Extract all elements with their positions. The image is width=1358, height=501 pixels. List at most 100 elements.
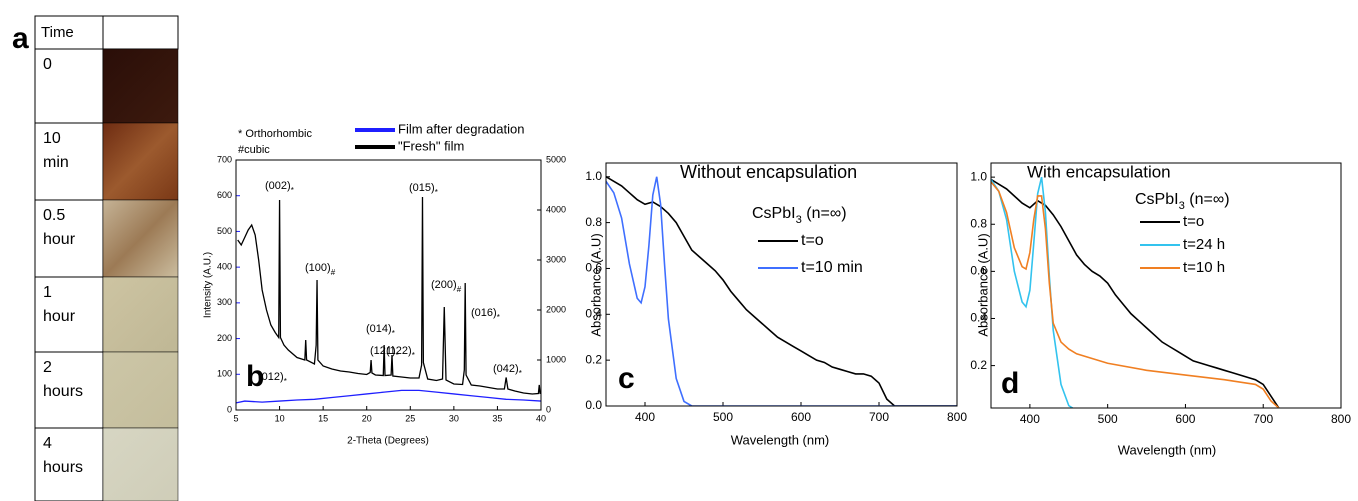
x-tick-label: 600 xyxy=(1175,412,1195,426)
peak-label: (122)* xyxy=(386,345,415,360)
peak-phase: * xyxy=(284,377,287,386)
time-label: 2 xyxy=(43,359,52,376)
y-tick-label: 0.6 xyxy=(970,264,987,278)
peak-index: (200) xyxy=(431,279,457,291)
y-tick-label: 600 xyxy=(217,190,232,200)
peak-phase: * xyxy=(291,186,294,195)
series-line xyxy=(991,176,1074,408)
x-tick-label: 20 xyxy=(362,413,372,423)
chart-title: With encapsulation xyxy=(1027,162,1171,181)
chart-subtitle: CsPbI3 (n=∞) xyxy=(752,205,847,226)
subtitle-text: CsPbI xyxy=(1135,191,1179,208)
x-tick-label: 5 xyxy=(233,413,238,423)
y-tick-label: 0.2 xyxy=(585,352,602,366)
peak-phase: * xyxy=(519,369,522,378)
x-tick-label: 400 xyxy=(1020,412,1040,426)
peak-label: (015)* xyxy=(409,182,438,197)
y-tick-label: 300 xyxy=(217,297,232,307)
x-tick-label: 700 xyxy=(869,410,889,424)
y-tick-label: 0.0 xyxy=(585,398,602,412)
sample-photo xyxy=(102,122,179,201)
x-tick-label: 10 xyxy=(275,413,285,423)
y-tick-label: 400 xyxy=(217,262,232,272)
subtitle-text: CsPbI xyxy=(752,205,796,222)
y2-tick-label: 0 xyxy=(546,404,551,414)
time-label: min xyxy=(43,154,69,171)
y-tick-label: 0 xyxy=(227,404,232,414)
peak-index: (015) xyxy=(409,182,435,194)
legend-label: t=10 h xyxy=(1183,259,1225,276)
table-header: Time xyxy=(41,24,74,41)
peak-label: (012)* xyxy=(258,371,287,386)
peak-label: (042)* xyxy=(493,363,522,378)
subtitle-tail: (n=∞) xyxy=(1185,191,1230,208)
y-tick-label: 500 xyxy=(217,226,232,236)
x-tick-label: 35 xyxy=(492,413,502,423)
y2-tick-label: 5000 xyxy=(546,154,566,164)
x-axis-label: 2-Theta (Degrees) xyxy=(347,436,429,447)
time-label: hours xyxy=(43,459,83,476)
y-tick-label: 200 xyxy=(217,333,232,343)
time-label: hours xyxy=(43,383,83,400)
sample-photo xyxy=(102,199,179,278)
x-tick-label: 600 xyxy=(791,410,811,424)
sample-photo xyxy=(102,48,179,124)
subtitle-sub: 3 xyxy=(796,214,802,226)
series-line xyxy=(236,389,541,404)
y2-tick-label: 1000 xyxy=(546,354,566,364)
x-axis-label: Wavelength (nm) xyxy=(1118,442,1217,457)
time-label: 0.5 xyxy=(43,207,65,224)
x-tick-label: 500 xyxy=(713,410,733,424)
panel-label: d xyxy=(1001,367,1019,400)
time-label: 1 xyxy=(43,284,52,301)
x-tick-label: 40 xyxy=(536,413,546,423)
time-label: hour xyxy=(43,308,76,325)
sample-photo xyxy=(102,427,179,501)
y-axis-label: Absorbance (A.U) xyxy=(975,233,990,336)
time-label: 10 xyxy=(43,130,61,147)
y-tick-label: 0.2 xyxy=(970,358,987,372)
x-tick-label: 15 xyxy=(318,413,328,423)
peak-phase: * xyxy=(497,313,500,322)
chart-title: Without encapsulation xyxy=(680,162,857,182)
x-tick-label: 25 xyxy=(405,413,415,423)
subtitle-tail: (n=∞) xyxy=(802,205,847,222)
sample-photo xyxy=(102,276,179,353)
panel-label: c xyxy=(618,362,635,395)
y-tick-label: 0.8 xyxy=(585,215,602,229)
time-label: 4 xyxy=(43,435,52,452)
legend-label: t=o xyxy=(801,232,824,249)
y2-tick-label: 4000 xyxy=(546,204,566,214)
series-line xyxy=(237,196,541,395)
y-tick-label: 1.0 xyxy=(970,169,987,183)
legend-label: Film after degradation xyxy=(398,121,524,136)
y-tick-label: 0.4 xyxy=(970,311,987,325)
legend-label: t=24 h xyxy=(1183,236,1225,253)
peak-phase: * xyxy=(435,188,438,197)
legend-label: "Fresh" film xyxy=(398,138,464,153)
x-tick-label: 500 xyxy=(1098,412,1118,426)
y2-tick-label: 3000 xyxy=(546,254,566,264)
x-axis-label: Wavelength (nm) xyxy=(731,432,830,447)
y-tick-label: 1.0 xyxy=(585,169,602,183)
time-label: hour xyxy=(43,231,76,248)
peak-phase: # xyxy=(457,285,462,294)
peak-phase: * xyxy=(392,329,395,338)
note: * Orthorhombic xyxy=(238,128,312,140)
peak-index: (121) xyxy=(370,345,396,357)
table-cell xyxy=(34,351,104,429)
note: #cubic xyxy=(238,144,270,156)
series-line xyxy=(991,178,1280,408)
peak-index: (014) xyxy=(366,323,392,335)
panel-label: b xyxy=(246,360,264,393)
legend-label: t=o xyxy=(1183,213,1204,230)
peak-index: (100) xyxy=(305,262,331,274)
peak-label: (200)# xyxy=(431,279,462,294)
peak-index: (042) xyxy=(493,363,519,375)
series-line xyxy=(606,176,957,406)
panel-label: a xyxy=(12,22,29,55)
sample-photo xyxy=(102,351,179,429)
peak-label: (100)# xyxy=(305,262,336,277)
peak-index: (122) xyxy=(386,345,412,357)
x-tick-label: 800 xyxy=(1331,412,1351,426)
